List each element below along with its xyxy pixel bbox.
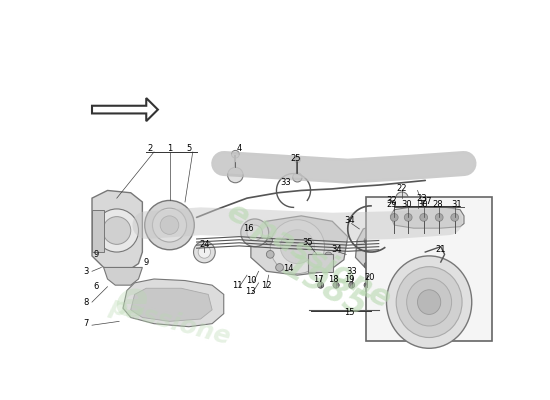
- Text: 5: 5: [186, 144, 191, 153]
- Circle shape: [276, 264, 283, 271]
- Text: e passione: e passione: [222, 197, 396, 314]
- Polygon shape: [251, 216, 348, 275]
- Circle shape: [228, 167, 243, 183]
- Circle shape: [293, 173, 302, 182]
- Circle shape: [232, 150, 239, 158]
- Circle shape: [396, 192, 408, 204]
- Text: 15: 15: [344, 308, 355, 317]
- Text: 25: 25: [290, 154, 301, 163]
- Text: 2: 2: [147, 144, 153, 153]
- Circle shape: [404, 214, 412, 221]
- Text: 12: 12: [261, 281, 272, 290]
- Circle shape: [390, 214, 398, 221]
- Circle shape: [436, 214, 443, 221]
- Circle shape: [145, 200, 194, 250]
- Text: 14: 14: [283, 264, 293, 274]
- Text: 17: 17: [313, 274, 323, 284]
- Circle shape: [349, 282, 355, 288]
- Circle shape: [103, 217, 131, 244]
- Text: 6: 6: [93, 282, 98, 291]
- Text: 21: 21: [436, 245, 446, 254]
- Circle shape: [317, 282, 324, 288]
- Circle shape: [241, 219, 269, 247]
- Circle shape: [364, 282, 370, 288]
- Circle shape: [247, 225, 262, 240]
- Circle shape: [311, 264, 319, 271]
- Text: 33: 33: [280, 178, 291, 187]
- Circle shape: [379, 237, 402, 260]
- Text: 34: 34: [345, 216, 355, 225]
- Polygon shape: [390, 207, 464, 228]
- Circle shape: [265, 237, 273, 244]
- Text: 33: 33: [346, 267, 357, 276]
- Ellipse shape: [406, 278, 452, 326]
- Text: 9: 9: [94, 250, 98, 259]
- Circle shape: [160, 216, 179, 234]
- Text: 35: 35: [302, 238, 313, 246]
- FancyBboxPatch shape: [366, 197, 492, 341]
- Circle shape: [95, 209, 139, 252]
- Circle shape: [333, 282, 339, 288]
- Text: 19: 19: [344, 274, 355, 284]
- Text: 3: 3: [83, 267, 89, 276]
- Text: 30: 30: [417, 200, 427, 209]
- Polygon shape: [355, 221, 421, 275]
- Text: 18: 18: [328, 274, 339, 284]
- Text: passione: passione: [106, 294, 233, 349]
- Circle shape: [270, 220, 324, 274]
- Circle shape: [198, 246, 211, 258]
- Text: 23: 23: [416, 194, 427, 203]
- Text: 32: 32: [386, 196, 397, 205]
- Circle shape: [364, 262, 370, 268]
- Text: 31: 31: [451, 200, 461, 209]
- Circle shape: [324, 252, 332, 260]
- Circle shape: [294, 156, 300, 163]
- Circle shape: [364, 238, 370, 244]
- Text: 9: 9: [144, 258, 149, 266]
- Circle shape: [280, 230, 315, 264]
- Ellipse shape: [387, 256, 472, 348]
- Text: 16: 16: [243, 224, 254, 234]
- Circle shape: [413, 204, 422, 213]
- Text: 29: 29: [386, 200, 397, 209]
- Ellipse shape: [396, 267, 462, 338]
- Circle shape: [410, 259, 417, 265]
- Polygon shape: [123, 279, 224, 327]
- Text: 24: 24: [199, 240, 210, 249]
- Polygon shape: [92, 190, 142, 271]
- Polygon shape: [92, 210, 103, 252]
- Circle shape: [413, 239, 419, 245]
- Circle shape: [152, 208, 186, 242]
- Polygon shape: [103, 268, 142, 285]
- Text: 10: 10: [246, 276, 256, 285]
- Circle shape: [451, 214, 459, 221]
- Text: 28: 28: [432, 200, 443, 209]
- Circle shape: [371, 229, 410, 268]
- Circle shape: [194, 241, 215, 263]
- Text: 30: 30: [402, 200, 412, 209]
- Text: 8: 8: [83, 298, 89, 306]
- Text: 4: 4: [236, 144, 242, 153]
- Text: 1985: 1985: [276, 249, 373, 324]
- FancyBboxPatch shape: [308, 254, 333, 272]
- Ellipse shape: [417, 290, 441, 314]
- Text: 1: 1: [167, 144, 172, 153]
- Circle shape: [420, 214, 427, 221]
- Circle shape: [266, 250, 274, 258]
- Text: 34: 34: [332, 245, 342, 254]
- Text: 7: 7: [83, 319, 89, 328]
- Text: e: e: [114, 278, 148, 326]
- Circle shape: [390, 206, 398, 214]
- Text: 11: 11: [232, 281, 242, 290]
- Text: 22: 22: [397, 184, 407, 193]
- Text: 27: 27: [421, 198, 432, 206]
- Polygon shape: [131, 288, 212, 321]
- Text: 13: 13: [245, 287, 256, 296]
- Text: 20: 20: [364, 273, 375, 282]
